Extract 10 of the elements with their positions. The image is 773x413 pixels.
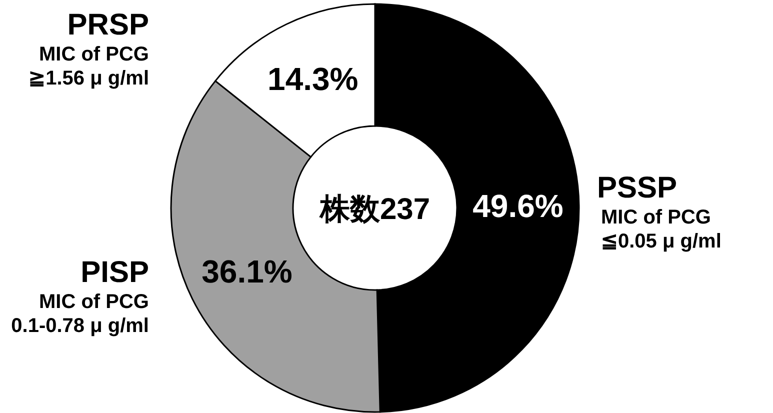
- slice-label: PSSP: [597, 172, 678, 205]
- text: MIC of PCG ≧1.56 μ g/ml: [28, 44, 149, 90]
- text: MIC of PCG 0.1-0.78 μ g/ml: [11, 290, 149, 337]
- data-label: 36.1%: [202, 254, 292, 290]
- data-label: 14.3%: [268, 61, 358, 98]
- slice-label: PRSP: [67, 8, 149, 42]
- data-label: 49.6%: [472, 188, 564, 224]
- text: MIC of PCG ≦0.05 μ g/ml: [601, 206, 722, 253]
- slice-label: PISP: [80, 256, 149, 289]
- text: 株数237: [318, 193, 430, 226]
